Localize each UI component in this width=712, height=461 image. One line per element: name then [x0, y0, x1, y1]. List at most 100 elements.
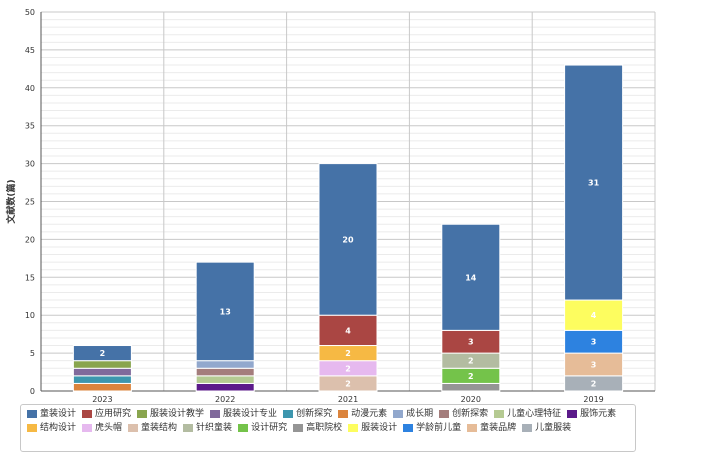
- y-tick-label: 20: [25, 235, 35, 244]
- legend-item[interactable]: 儿童心理特征: [494, 408, 561, 420]
- y-tick-label: 10: [25, 311, 35, 320]
- legend-item[interactable]: 应用研究: [82, 408, 131, 420]
- legend-label: 童装品牌: [480, 423, 517, 433]
- legend-item[interactable]: 针织童装: [183, 422, 232, 434]
- chart-legend: 童装设计 应用研究 服装设计教学 服装设计专业 创新探究 动漫元素 成长期 创新探索 儿童心理特…: [20, 404, 636, 452]
- legend-label: 儿童服装: [535, 423, 572, 433]
- legend-swatch: [27, 424, 37, 432]
- bar-segment[interactable]: [318, 163, 378, 316]
- legend-item[interactable]: 服装设计: [348, 422, 397, 434]
- legend-swatch: [403, 424, 414, 432]
- segment-value-label: 31: [588, 179, 600, 188]
- legend-label: 动漫元素: [351, 409, 388, 419]
- legend-item[interactable]: 动漫元素: [338, 408, 387, 420]
- segment-value-label: 2: [345, 364, 351, 373]
- bar-segment[interactable]: [195, 360, 255, 369]
- legend-swatch: [522, 424, 533, 432]
- legend-item[interactable]: 儿童服装: [522, 422, 571, 434]
- bar-segment[interactable]: [195, 261, 255, 362]
- legend-label: 设计研究: [251, 423, 288, 433]
- legend-swatch: [210, 410, 221, 418]
- bar-segment[interactable]: [564, 64, 624, 301]
- bars: [72, 64, 624, 392]
- segment-value-label: 4: [591, 311, 597, 320]
- segment-value-label: 4: [345, 326, 351, 335]
- bar-segment[interactable]: [195, 382, 255, 392]
- legend-item[interactable]: 设计研究: [238, 422, 287, 434]
- bar-segment[interactable]: [564, 299, 624, 331]
- bar-segment[interactable]: [441, 223, 501, 331]
- legend-swatch: [293, 424, 304, 432]
- bar-segment[interactable]: [72, 382, 132, 392]
- legend-swatch: [467, 424, 478, 432]
- legend-label: 虎头帽: [95, 423, 123, 433]
- bar-segment[interactable]: [441, 382, 501, 392]
- segment-value-label: 2: [468, 357, 474, 366]
- legend-item[interactable]: 结构设计: [27, 422, 76, 434]
- legend-label: 创新探究: [296, 409, 333, 419]
- legend-swatch: [494, 410, 505, 418]
- y-tick-label: 40: [25, 84, 35, 93]
- bar-segment[interactable]: [72, 367, 132, 377]
- legend-swatch: [183, 424, 194, 432]
- legend-label: 学龄前儿童: [416, 423, 462, 433]
- legend-item[interactable]: 创新探究: [283, 408, 332, 420]
- legend-item[interactable]: 学龄前儿童: [403, 422, 461, 434]
- legend-label: 应用研究: [95, 409, 132, 419]
- segment-value-label: 2: [345, 379, 351, 388]
- y-tick-label: 30: [25, 160, 35, 169]
- legend-item[interactable]: 服装设计教学: [137, 408, 204, 420]
- bar-segment[interactable]: [72, 360, 132, 369]
- y-tick-label: 5: [30, 349, 35, 358]
- y-tick-label: 0: [30, 387, 35, 396]
- legend-swatch: [128, 424, 139, 432]
- y-tick-label: 45: [25, 46, 35, 55]
- bar-segment[interactable]: [195, 375, 255, 384]
- y-tick-label: 15: [25, 273, 35, 282]
- y-axis-title: 文献数(篇): [5, 179, 17, 224]
- legend-item[interactable]: 成长期: [393, 408, 433, 420]
- segment-value-label: 3: [468, 338, 474, 347]
- segment-value-label: 2: [468, 372, 474, 381]
- bar-segment[interactable]: [72, 345, 132, 362]
- x-category-label: 2019: [583, 395, 603, 404]
- legend-item[interactable]: 童装品牌: [467, 422, 516, 434]
- x-category-label: 2021: [338, 395, 358, 404]
- legend-swatch: [238, 424, 249, 432]
- bar-segment[interactable]: [195, 367, 255, 377]
- labels: 0510152025303540455022023132022222420202…: [25, 8, 604, 404]
- legend-label: 针织童装: [196, 423, 233, 433]
- legend-item[interactable]: 服装设计专业: [210, 408, 277, 420]
- legend-label: 成长期: [406, 409, 434, 419]
- legend-label: 服装设计专业: [223, 409, 278, 419]
- segment-value-label: 2: [345, 349, 351, 358]
- legend-item[interactable]: 服饰元素: [567, 408, 616, 420]
- x-category-label: 2022: [215, 395, 235, 404]
- legend-swatch: [82, 410, 93, 418]
- legend-item[interactable]: 高职院校: [293, 422, 342, 434]
- segment-value-label: 20: [342, 235, 354, 244]
- legend-item[interactable]: 创新探索: [439, 408, 488, 420]
- legend-label: 高职院校: [306, 423, 343, 433]
- legend-swatch: [283, 410, 294, 418]
- y-tick-label: 35: [25, 122, 35, 131]
- legend-item[interactable]: 童装结构: [128, 422, 177, 434]
- legend-label: 服装设计: [361, 423, 398, 433]
- legend-item[interactable]: 虎头帽: [82, 422, 122, 434]
- segment-value-label: 2: [591, 379, 597, 388]
- legend-label: 童装结构: [141, 423, 178, 433]
- segment-value-label: 13: [220, 307, 231, 316]
- legend-swatch: [439, 410, 450, 418]
- legend-swatch: [338, 410, 349, 418]
- legend-label: 服饰元素: [580, 409, 617, 419]
- segment-value-label: 3: [591, 338, 597, 347]
- legend-label: 儿童心理特征: [507, 409, 562, 419]
- x-category-label: 2023: [92, 395, 112, 404]
- legend-swatch: [393, 410, 404, 418]
- segment-value-label: 14: [465, 273, 477, 282]
- legend-label: 服装设计教学: [150, 409, 205, 419]
- bar-segment[interactable]: [72, 375, 132, 384]
- legend-item[interactable]: 童装设计: [27, 408, 76, 420]
